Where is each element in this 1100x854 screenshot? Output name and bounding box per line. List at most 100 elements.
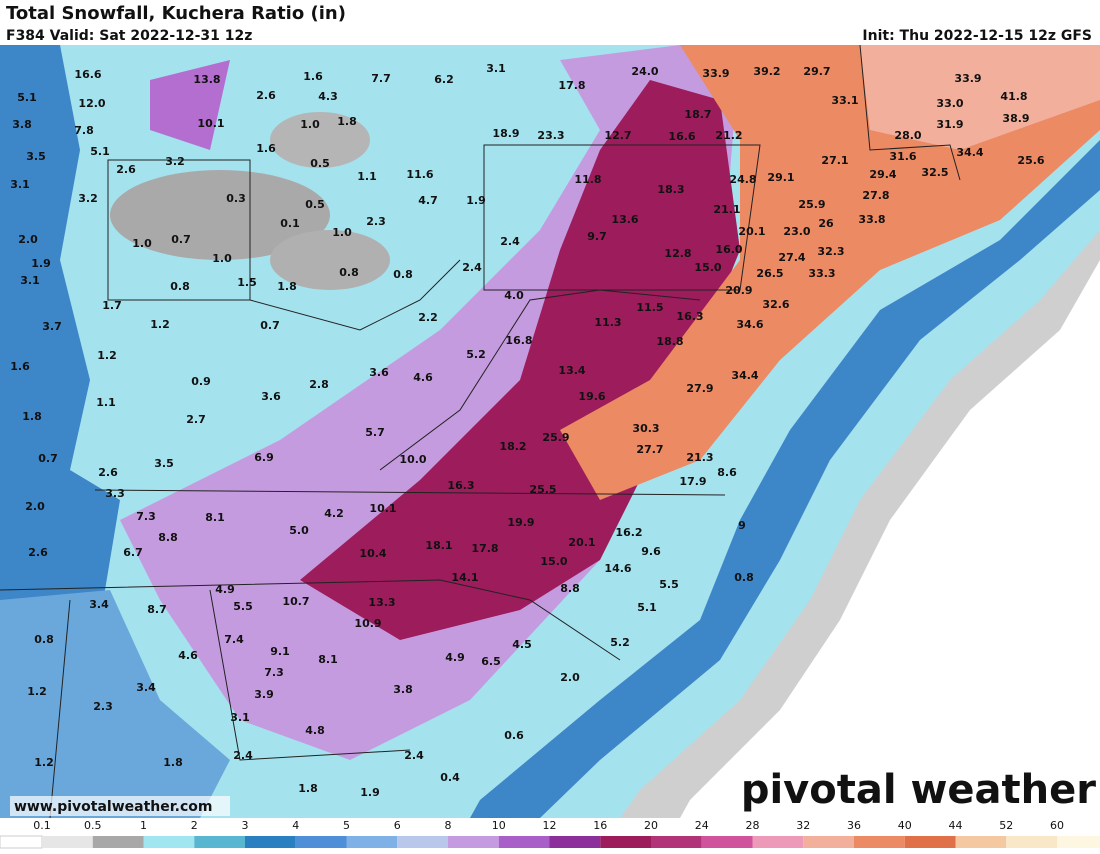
colorbar-tick-label: 0.5 — [84, 819, 102, 832]
snow-label: 16.6 — [74, 68, 101, 81]
snow-label: 12.8 — [664, 247, 691, 260]
snow-label: 2.6 — [28, 546, 48, 559]
snow-label: 34.4 — [731, 369, 758, 382]
header-bg — [0, 0, 1100, 45]
snow-label: 7.3 — [264, 666, 284, 679]
snow-label: 10.7 — [282, 595, 309, 608]
snow-label: 2.6 — [98, 466, 118, 479]
colorbar-swatch — [295, 836, 347, 848]
snow-label: 6.7 — [123, 546, 143, 559]
snow-label: 1.9 — [31, 257, 51, 270]
logo: pivotal weather — [741, 767, 1096, 813]
snow-label: 28.0 — [894, 129, 921, 142]
snow-label: 1.2 — [150, 318, 170, 331]
snow-label: 2.3 — [366, 215, 386, 228]
snow-label: 0.8 — [734, 571, 754, 584]
snow-label: 33.8 — [858, 213, 885, 226]
colorbar-tick-label: 20 — [644, 819, 658, 832]
snow-label: 0.3 — [226, 192, 246, 205]
snow-label: 25.6 — [1017, 154, 1044, 167]
title: Total Snowfall, Kuchera Ratio (in) — [6, 3, 346, 24]
snow-label: 3.5 — [26, 150, 46, 163]
snow-label: 21.1 — [713, 203, 740, 216]
snow-label: 16.8 — [505, 334, 532, 347]
colorbar-swatch — [701, 836, 753, 848]
snow-label: 18.7 — [684, 108, 711, 121]
snow-label: 18.8 — [656, 335, 683, 348]
snow-label: 1.1 — [357, 170, 377, 183]
snow-label: 2.4 — [462, 261, 482, 274]
colorbar-tick-label: 10 — [492, 819, 506, 832]
snow-label: 1.8 — [22, 410, 42, 423]
snow-label: 34.4 — [956, 146, 983, 159]
snow-label: 3.5 — [154, 457, 174, 470]
snow-label: 0.8 — [393, 268, 413, 281]
snow-label: 12.7 — [604, 129, 631, 142]
border — [379, 289, 701, 471]
snow-label: 27.9 — [686, 382, 713, 395]
snow-label: 33.9 — [702, 67, 729, 80]
snow-label: 17.9 — [679, 475, 706, 488]
snow-label: 6.9 — [254, 451, 274, 464]
snow-label: 18.9 — [492, 127, 519, 140]
snow-label: 3.8 — [393, 683, 413, 696]
snow-label: 33.0 — [936, 97, 963, 110]
colorbar-swatch — [245, 836, 296, 848]
snow-label: 8.1 — [205, 511, 225, 524]
colorbar-tick-label: 60 — [1050, 819, 1064, 832]
snow-label: 0.1 — [280, 217, 300, 230]
snow-label: 2.4 — [404, 749, 424, 762]
snow-label: 8.6 — [717, 466, 737, 479]
snow-label: 16.3 — [447, 479, 474, 492]
snow-label: 31.6 — [889, 150, 916, 163]
snow-label: 21.2 — [715, 129, 742, 142]
field-magenta — [300, 80, 740, 640]
snow-label: 13.3 — [368, 596, 395, 609]
field-blue — [0, 590, 230, 818]
snow-label: 1.8 — [337, 115, 357, 128]
snow-label: 27.7 — [636, 443, 663, 456]
snow-label: 29.1 — [767, 171, 794, 184]
snow-label: 3.4 — [89, 598, 109, 611]
snow-label: 2.4 — [500, 235, 520, 248]
snow-label: 3.1 — [230, 711, 250, 724]
snow-label: 32.6 — [762, 298, 789, 311]
snow-label: 14.1 — [451, 571, 478, 584]
init-time: Init: Thu 2022-12-15 12z GFS — [862, 28, 1092, 44]
snow-label: 1.6 — [256, 142, 276, 155]
ocean — [680, 260, 1100, 818]
snow-label: 4.7 — [418, 194, 438, 207]
snow-label: 18.3 — [657, 183, 684, 196]
colorbar-swatch — [143, 836, 195, 848]
snow-label: 4.8 — [305, 724, 325, 737]
snow-label: 32.5 — [921, 166, 948, 179]
colorbar-swatch — [600, 836, 651, 848]
snow-label: 1.2 — [34, 756, 54, 769]
snow-label: 10.1 — [197, 117, 224, 130]
snow-label: 31.9 — [936, 118, 963, 131]
snow-label: 26.5 — [756, 267, 783, 280]
snow-label: 2.6 — [256, 89, 276, 102]
colorbar-tick-label: 12 — [543, 819, 557, 832]
state-borders — [0, 44, 961, 819]
snow-label: 41.8 — [1000, 90, 1027, 103]
snow-label: 2.6 — [116, 163, 136, 176]
snow-label: 0.6 — [504, 729, 524, 742]
snow-label: 1.6 — [303, 70, 323, 83]
snow-label: 5.7 — [365, 426, 385, 439]
colorbar-tick-label: 36 — [847, 819, 861, 832]
field-orange — [560, 45, 1100, 500]
colorbar-tick-label: 1 — [140, 819, 147, 832]
snow-label: 33.3 — [808, 267, 835, 280]
colorbar-tick-label: 40 — [898, 819, 912, 832]
snow-label: 14.6 — [604, 562, 631, 575]
snow-label: 3.1 — [486, 62, 506, 75]
snow-label: 27.1 — [821, 154, 848, 167]
snow-label: 29.4 — [869, 168, 896, 181]
snow-label: 25.9 — [798, 198, 825, 211]
border — [209, 589, 411, 761]
snow-label: 20.1 — [738, 225, 765, 238]
colorbar-tick-label: 28 — [746, 819, 760, 832]
snow-label: 16.3 — [676, 310, 703, 323]
